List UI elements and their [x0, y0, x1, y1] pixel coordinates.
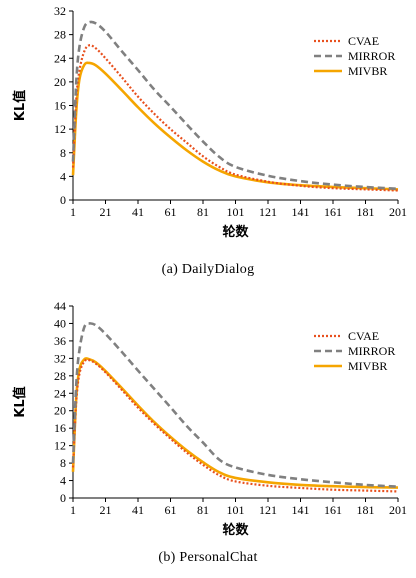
- x-tick-label: 1: [70, 503, 76, 517]
- series-line-mivbr: [71, 357, 399, 489]
- x-tick-label: 181: [357, 205, 375, 219]
- series-line-cvae: [71, 358, 399, 493]
- y-tick-label: 28: [54, 28, 66, 42]
- legend-label-mivbr: MIVBR: [348, 359, 387, 373]
- legend-label-mirror: MIRROR: [348, 344, 395, 358]
- y-tick-label: 40: [54, 316, 66, 330]
- y-tick-label: 20: [54, 75, 66, 89]
- chart-caption: (a) DailyDialog: [161, 262, 255, 277]
- y-tick-label: 16: [54, 99, 66, 113]
- x-tick-label: 1: [70, 205, 76, 219]
- y-tick-label: 4: [60, 474, 66, 488]
- y-tick-label: 24: [54, 386, 66, 400]
- y-tick-label: 44: [54, 299, 66, 313]
- x-tick-label: 201: [389, 503, 407, 517]
- x-tick-label: 201: [389, 205, 407, 219]
- y-axis-title: KL值: [12, 386, 28, 417]
- series-line-cvae: [71, 44, 399, 192]
- series-line-mivbr: [71, 61, 399, 191]
- x-tick-label: 121: [259, 205, 277, 219]
- x-tick-label: 61: [165, 503, 177, 517]
- chart-caption: (b) PersonalChat: [158, 550, 258, 565]
- y-tick-label: 20: [54, 404, 66, 418]
- chart-panel-dailydialog: 0 4 8 12 16 20 24 28 32 1 21 41 61 81 101 121 141 161 181 2…: [12, 4, 407, 277]
- y-tick-label: 8: [60, 146, 66, 160]
- x-tick-label: 81: [197, 503, 209, 517]
- x-tick-label: 141: [292, 205, 310, 219]
- y-tick-label: 28: [54, 369, 66, 383]
- x-tick-label: 141: [292, 503, 310, 517]
- x-tick-label: 41: [132, 205, 144, 219]
- y-tick-label: 36: [54, 334, 66, 348]
- x-tick-label: 161: [324, 503, 342, 517]
- y-tick-label: 0: [60, 491, 66, 505]
- x-tick-label: 181: [357, 503, 375, 517]
- x-tick-label: 41: [132, 503, 144, 517]
- y-tick-label: 0: [60, 193, 66, 207]
- y-tick-label: 12: [54, 439, 66, 453]
- x-tick-label: 81: [197, 205, 209, 219]
- y-axis-title: KL值: [12, 90, 28, 121]
- legend-label-mirror: MIRROR: [348, 49, 395, 63]
- y-tick-label: 24: [54, 51, 66, 65]
- x-axis-title: 轮数: [222, 224, 249, 240]
- x-tick-label: 101: [227, 503, 245, 517]
- legend-label-mivbr: MIVBR: [348, 64, 387, 78]
- series-line-mirror: [71, 322, 399, 488]
- x-axis-title: 轮数: [222, 522, 249, 538]
- legend-label-cvae: CVAE: [348, 329, 379, 343]
- chart-panel-personalchat: 0 4 8 12 16 20 24 28 32 36 40 44 1 21 41 61 81 101 121 141 1…: [0, 289, 416, 578]
- series-line-mirror: [71, 20, 399, 191]
- x-tick-label: 101: [227, 205, 245, 219]
- x-tick-label: 61: [165, 205, 177, 219]
- y-tick-label: 32: [54, 4, 66, 18]
- x-tick-label: 21: [100, 205, 112, 219]
- x-tick-label: 21: [100, 503, 112, 517]
- x-tick-label: 121: [259, 503, 277, 517]
- y-tick-label: 8: [60, 456, 66, 470]
- x-tick-label: 161: [324, 205, 342, 219]
- y-tick-label: 4: [60, 169, 66, 183]
- y-tick-label: 32: [54, 351, 66, 365]
- y-tick-label: 12: [54, 122, 66, 136]
- y-tick-label: 16: [54, 421, 66, 435]
- legend-label-cvae: CVAE: [348, 34, 379, 48]
